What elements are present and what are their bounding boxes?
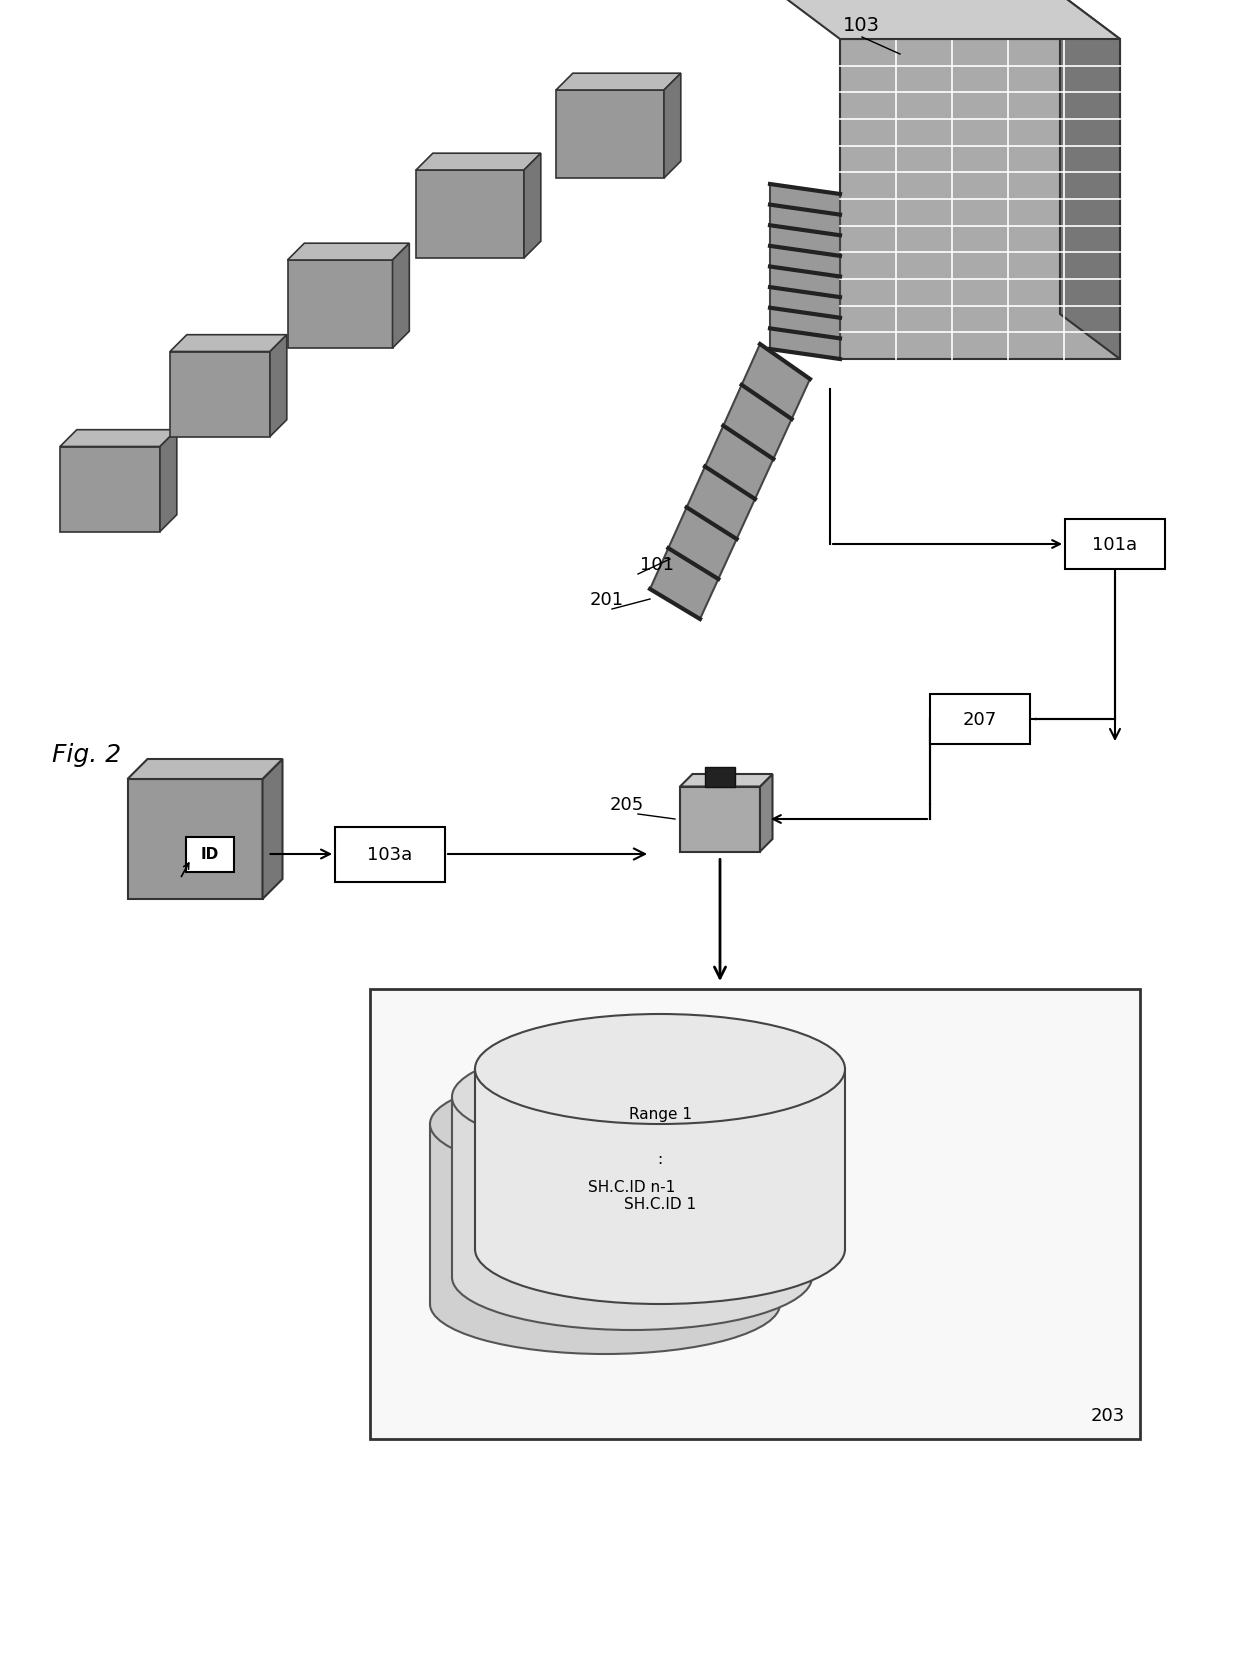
Text: SH.C.ID 1: SH.C.ID 1 — [624, 1197, 696, 1211]
Text: 203: 203 — [1091, 1407, 1125, 1425]
Polygon shape — [556, 74, 681, 91]
Text: SH.C.ID n-1: SH.C.ID n-1 — [588, 1180, 676, 1195]
Text: SH.C.ID n: SH.C.ID n — [569, 1206, 641, 1221]
Polygon shape — [170, 353, 270, 437]
Ellipse shape — [475, 1015, 844, 1124]
FancyBboxPatch shape — [370, 990, 1140, 1440]
Polygon shape — [393, 243, 409, 349]
Text: Fig. 2: Fig. 2 — [52, 743, 122, 766]
Polygon shape — [60, 430, 177, 447]
Polygon shape — [706, 766, 735, 788]
Polygon shape — [760, 775, 773, 852]
Text: :: : — [657, 1152, 662, 1167]
Polygon shape — [680, 788, 760, 852]
Polygon shape — [475, 1069, 844, 1250]
Polygon shape — [430, 1124, 780, 1304]
Polygon shape — [288, 261, 393, 349]
Polygon shape — [525, 154, 541, 258]
Text: 101a: 101a — [1092, 536, 1137, 554]
Ellipse shape — [453, 1225, 812, 1331]
Polygon shape — [288, 243, 409, 261]
Polygon shape — [170, 336, 286, 353]
Ellipse shape — [475, 1195, 844, 1304]
Text: 205: 205 — [610, 796, 645, 814]
FancyBboxPatch shape — [335, 828, 445, 882]
Polygon shape — [128, 760, 283, 780]
FancyBboxPatch shape — [186, 837, 234, 872]
FancyBboxPatch shape — [1065, 520, 1166, 569]
Polygon shape — [270, 336, 286, 437]
Text: Range 1: Range 1 — [629, 1107, 692, 1122]
Polygon shape — [453, 1097, 812, 1278]
Polygon shape — [263, 760, 283, 899]
Text: 103: 103 — [843, 17, 880, 35]
Ellipse shape — [430, 1074, 780, 1175]
FancyBboxPatch shape — [930, 695, 1030, 745]
Polygon shape — [770, 185, 839, 359]
Polygon shape — [663, 74, 681, 179]
Text: 207: 207 — [963, 710, 997, 728]
Polygon shape — [128, 780, 263, 899]
Text: ID: ID — [201, 847, 219, 862]
Polygon shape — [556, 91, 663, 179]
Polygon shape — [60, 447, 160, 533]
Text: 101: 101 — [640, 556, 675, 574]
Text: 201: 201 — [590, 591, 624, 609]
Polygon shape — [780, 0, 1120, 40]
Ellipse shape — [453, 1044, 812, 1150]
Ellipse shape — [430, 1254, 780, 1354]
Polygon shape — [160, 430, 177, 533]
Text: 103a: 103a — [367, 846, 413, 864]
Polygon shape — [680, 775, 773, 788]
Polygon shape — [650, 344, 810, 619]
Polygon shape — [415, 154, 541, 170]
Polygon shape — [1060, 0, 1120, 359]
Polygon shape — [839, 40, 1120, 359]
Polygon shape — [415, 170, 525, 258]
